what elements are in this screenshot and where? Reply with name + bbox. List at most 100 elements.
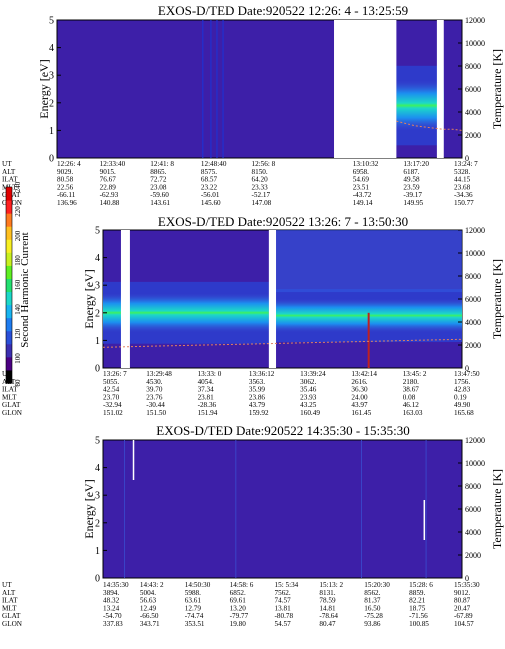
- y-tick-label: 0: [95, 574, 100, 585]
- ephemeris-value: -28.36: [198, 401, 217, 409]
- ephemeris-value: 3062.: [300, 378, 316, 386]
- ephemeris-value: 2616.: [351, 378, 367, 386]
- ephemeris-value: 3563.: [249, 378, 265, 386]
- ephemeris-label: GLON: [2, 199, 23, 207]
- ephemeris-label: GLAT: [2, 401, 21, 409]
- ephemeris-value: 165.68: [454, 409, 474, 417]
- ephemeris-value: 13.24: [103, 604, 120, 612]
- colorbar-tick-label: 220: [14, 206, 22, 217]
- ephemeris-value: 19.80: [230, 620, 247, 628]
- data-gap: [268, 230, 277, 368]
- y-tick-label: 0: [95, 364, 100, 375]
- colorbar-swatch: [6, 343, 12, 358]
- ephemeris-table: UTALTILATMLTGLATGLON14:35:303894.48.3213…: [2, 581, 480, 628]
- ephemeris-value: 6852.: [230, 589, 246, 597]
- y-tick-label: 3: [95, 491, 100, 502]
- y2-tick-label: 4000: [465, 528, 481, 537]
- ephemeris-value: 6958.: [353, 168, 369, 176]
- ephemeris-label: ILAT: [2, 386, 18, 394]
- ephemeris-value: 43.25: [300, 401, 317, 409]
- ephemeris-label: GLON: [2, 409, 23, 417]
- ephemeris-value: 8859.: [409, 589, 425, 597]
- ephemeris-value: 143.61: [150, 199, 170, 207]
- ephemeris-value: 5328.: [454, 168, 470, 176]
- y-tick-label: 1: [95, 546, 100, 557]
- y2-axis-label: Temperature [K]: [490, 469, 504, 549]
- ephemeris-label: UT: [2, 160, 12, 168]
- ephemeris-value: 8865.: [150, 168, 166, 176]
- colorbar-swatch: [6, 278, 12, 293]
- y-axis-label: Energy [eV]: [82, 479, 96, 538]
- ephemeris-value: 76.67: [100, 176, 117, 184]
- ephemeris-value: 8575.: [201, 168, 217, 176]
- ephemeris-label: ILAT: [2, 176, 18, 184]
- ephemeris-value: 14:43: 2: [140, 581, 164, 589]
- ephemeris-label: MLT: [2, 604, 17, 612]
- ephemeris-value: 68.57: [201, 176, 218, 184]
- colorbar-tick-label: 180: [14, 255, 22, 266]
- y2-tick-label: 0: [465, 154, 469, 163]
- ephemeris-value: 74.57: [275, 597, 292, 605]
- ephemeris-value: 14:50:30: [185, 581, 211, 589]
- ephemeris-value: 81.37: [364, 597, 381, 605]
- emission-band: [396, 80, 444, 131]
- y-tick-label: 5: [95, 436, 100, 447]
- ephemeris-value: 13:17:20: [403, 160, 429, 168]
- ephemeris-value: 8150.: [252, 168, 268, 176]
- y2-tick-label: 2000: [465, 551, 481, 560]
- ephemeris-value: -71.56: [409, 612, 428, 620]
- ephemeris-value: 23.51: [353, 183, 370, 191]
- y2-axis-label: Temperature [K]: [490, 49, 504, 129]
- ephemeris-value: 140.88: [100, 199, 120, 207]
- y-tick-label: 3: [49, 71, 54, 82]
- ephemeris-value: 4054.: [198, 378, 214, 386]
- ephemeris-value: 160.49: [300, 409, 320, 417]
- ephemeris-label: ALT: [2, 168, 16, 176]
- ephemeris-value: 35.99: [249, 386, 266, 394]
- y-axis-label: Energy [eV]: [82, 269, 96, 328]
- y2-tick-label: 0: [465, 364, 469, 373]
- colorbar-tick-label: 160: [14, 279, 22, 290]
- colorbar-frame: [5, 186, 13, 384]
- ephemeris-value: 12.49: [140, 604, 157, 612]
- ephemeris-value: 0.08: [403, 393, 416, 401]
- y-axis: 0 1 2 3 4 5: [95, 226, 107, 375]
- ephemeris-value: -56.01: [201, 191, 220, 199]
- ephemeris-value: 8131.: [319, 589, 335, 597]
- ephemeris-value: 12:33:40: [100, 160, 126, 168]
- colorbar-swatch: [6, 200, 12, 214]
- y-axis: 0 1 2 3 4 5: [49, 16, 61, 165]
- ephemeris-value: 5004.: [140, 589, 156, 597]
- ephemeris-value: -74.74: [185, 612, 204, 620]
- ephemeris-value: 20.47: [454, 604, 471, 612]
- ephemeris-value: 16.50: [364, 604, 381, 612]
- ephemeris-value: 23.33: [252, 183, 269, 191]
- ephemeris-value: 49.58: [403, 176, 420, 184]
- ephemeris-value: 14.81: [319, 604, 336, 612]
- ephemeris-value: 35.46: [300, 386, 317, 394]
- colorbar-tick-label: 200: [14, 230, 22, 241]
- y2-axis-label: Temperature [K]: [490, 259, 504, 339]
- panel-title: EXOS-D/TED Date:920522 14:35:30 - 15:35:…: [156, 423, 409, 438]
- colorbar-swatch: [6, 304, 12, 319]
- ephemeris-value: 13:26: 7: [103, 370, 127, 378]
- ephemeris-label: MLT: [2, 393, 17, 401]
- ephemeris-value: 63.61: [185, 597, 202, 605]
- ephemeris-value: 22.89: [100, 183, 117, 191]
- colorbar-swatch: [6, 265, 12, 279]
- ephemeris-value: 151.94: [198, 409, 218, 417]
- ephemeris-value: 353.51: [185, 620, 205, 628]
- colorbar-swatch: [6, 356, 12, 371]
- ephemeris-value: 337.83: [103, 620, 123, 628]
- colorbar-swatch: [6, 239, 12, 253]
- ephemeris-value: 13:10:32: [353, 160, 379, 168]
- ephemeris-value: 13:29:48: [146, 370, 172, 378]
- colorbar-swatch: [6, 369, 12, 384]
- ephemeris-value: 13:24: 7: [454, 160, 478, 168]
- temperature-trace: [396, 120, 463, 131]
- ephemeris-value: 23.22: [201, 183, 218, 191]
- ephemeris-value: -67.89: [454, 612, 473, 620]
- ephemeris-value: 15:28: 6: [409, 581, 433, 589]
- colorbar-tick-label: 80: [14, 379, 22, 387]
